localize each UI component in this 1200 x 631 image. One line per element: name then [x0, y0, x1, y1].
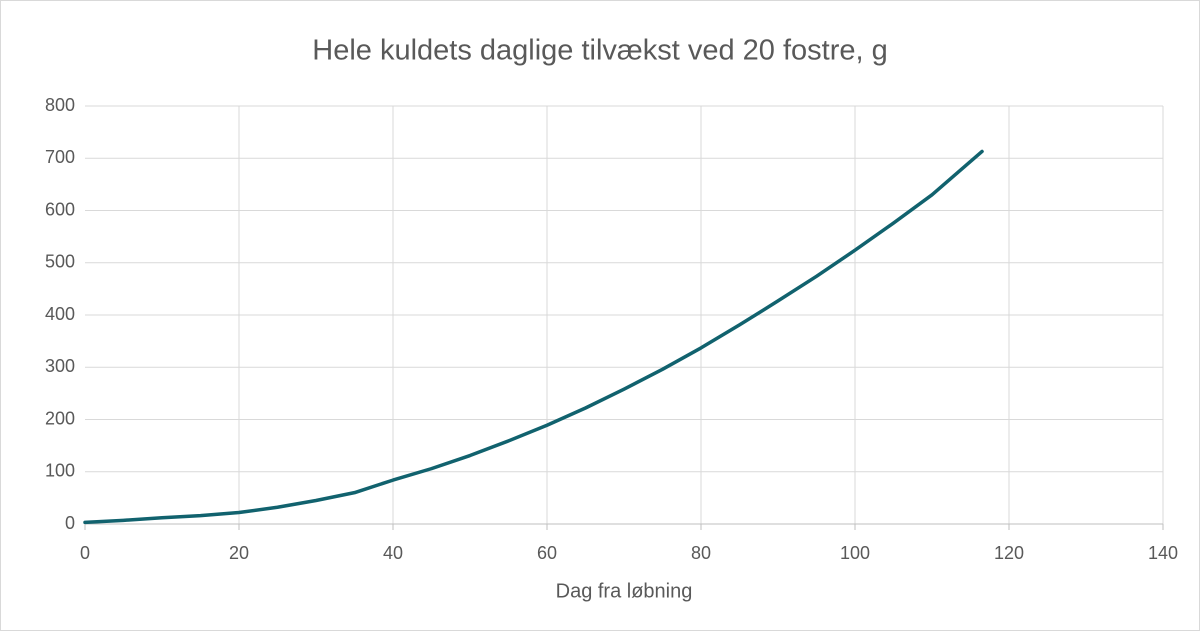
- x-tick-label: 120: [994, 543, 1024, 563]
- data-line: [83, 149, 984, 525]
- y-tick-label: 600: [45, 199, 75, 219]
- y-tick-label: 700: [45, 147, 75, 167]
- y-tick-label: 200: [45, 408, 75, 428]
- x-tick-label: 40: [383, 543, 403, 563]
- y-tick-label: 100: [45, 461, 75, 481]
- x-tick-label: 80: [691, 543, 711, 563]
- y-tick-label: 0: [65, 513, 75, 533]
- x-tick-label: 20: [229, 543, 249, 563]
- y-tick-label: 500: [45, 252, 75, 272]
- y-tick-label: 800: [45, 95, 75, 115]
- x-tick-label: 100: [840, 543, 870, 563]
- chart-title: Hele kuldets daglige tilvækst ved 20 fos…: [312, 35, 887, 67]
- y-tick-label: 300: [45, 356, 75, 376]
- x-tick-label: 60: [537, 543, 557, 563]
- x-tick-label: 140: [1148, 543, 1178, 563]
- x-axis-label: Dag fra løbning: [556, 580, 693, 602]
- y-tick-label: 400: [45, 304, 75, 324]
- x-tick-label: 0: [80, 543, 90, 563]
